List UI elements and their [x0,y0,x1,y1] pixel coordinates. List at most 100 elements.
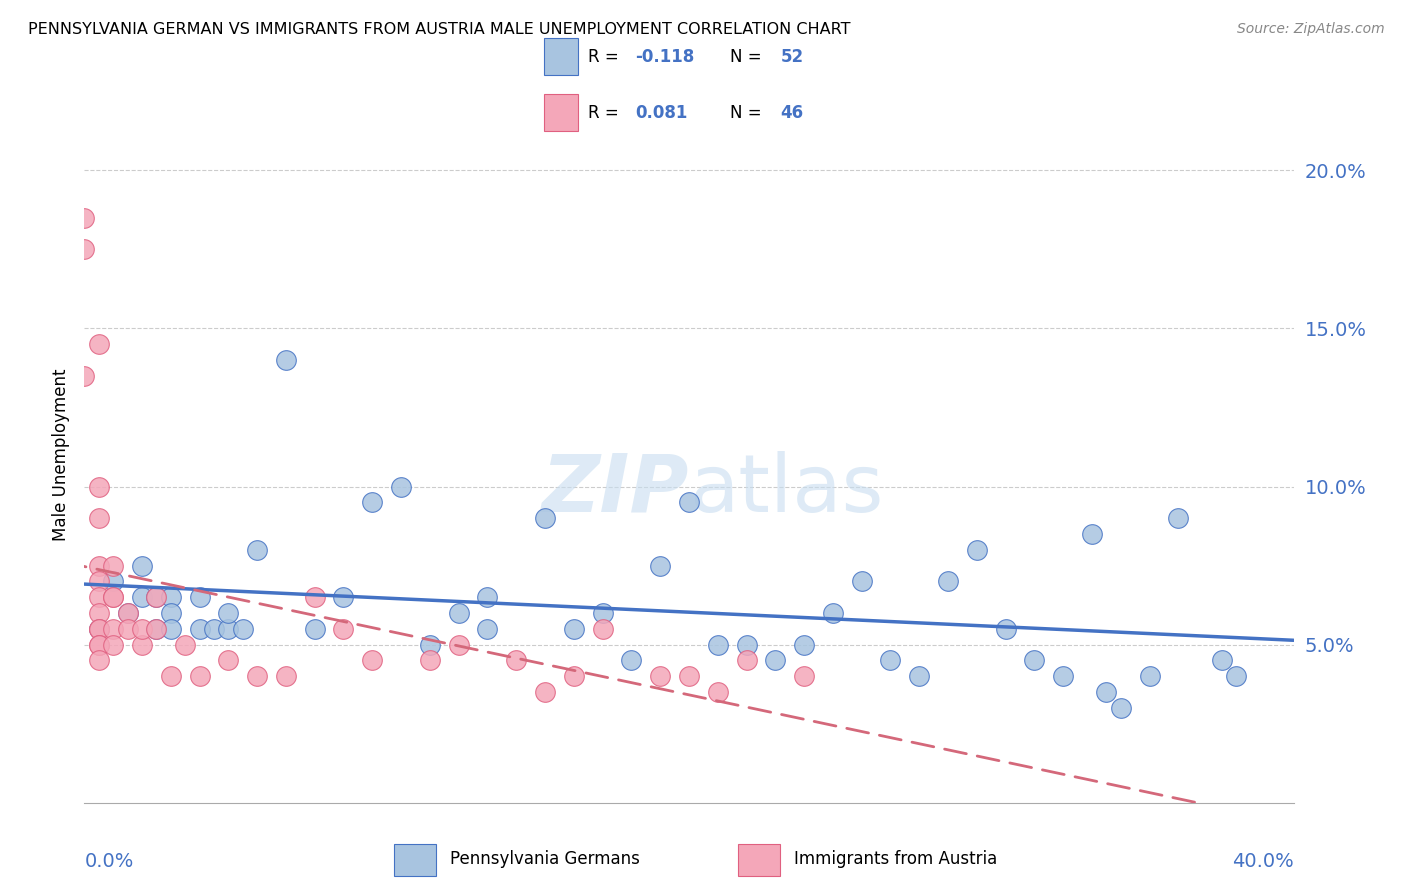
Point [562,669,585,683]
Point [87,638,110,652]
Text: Immigrants from Austria: Immigrants from Austria [794,849,998,868]
Point [650,558,672,573]
Point [217,653,239,667]
Point [131,622,153,636]
Point [87,606,110,620]
Y-axis label: Male Unemployment: Male Unemployment [52,368,70,541]
Text: N =: N = [730,48,766,66]
Point [87,511,110,525]
Point [1052,669,1074,683]
Point [332,622,354,636]
Point [1225,669,1247,683]
Point [159,622,181,636]
Point [159,606,181,620]
Text: N =: N = [730,103,766,121]
Point [73,243,96,257]
Point [145,622,167,636]
Point [994,622,1017,636]
Point [101,622,124,636]
Point [73,211,96,225]
Text: Pennsylvania Germans: Pennsylvania Germans [450,849,640,868]
Point [562,622,585,636]
Text: 0.0%: 0.0% [84,852,134,871]
Point [131,591,153,605]
Text: ZIP: ZIP [541,450,689,529]
Point [87,558,110,573]
Point [821,606,844,620]
Point [1211,653,1233,667]
Point [87,337,110,351]
Point [117,622,139,636]
Point [202,622,225,636]
Point [87,622,110,636]
Point [217,606,239,620]
Point [620,653,643,667]
Point [145,622,167,636]
Point [145,591,167,605]
Point [763,653,786,667]
Point [793,638,815,652]
Point [159,669,181,683]
Point [389,479,412,493]
Point [332,591,354,605]
Point [101,558,124,573]
Point [447,606,470,620]
Point [117,606,139,620]
Point [477,591,499,605]
Point [274,353,297,368]
Point [879,653,901,667]
Point [145,591,167,605]
Text: 40.0%: 40.0% [1232,852,1294,871]
Point [966,542,988,557]
Point [232,622,254,636]
FancyBboxPatch shape [394,844,436,876]
FancyBboxPatch shape [738,844,780,876]
Text: atlas: atlas [689,450,883,529]
Text: R =: R = [588,103,624,121]
Text: R =: R = [588,48,624,66]
Point [274,669,297,683]
Point [678,495,700,509]
Point [1095,685,1118,699]
Point [73,368,96,383]
Point [188,591,211,605]
Point [217,622,239,636]
Point [1167,511,1189,525]
Point [87,479,110,493]
Point [101,574,124,589]
Point [851,574,873,589]
Point [87,653,110,667]
Point [419,638,441,652]
Point [188,622,211,636]
Point [678,669,700,683]
Point [101,638,124,652]
FancyBboxPatch shape [544,94,578,131]
Point [304,591,326,605]
Point [1139,669,1161,683]
Text: Source: ZipAtlas.com: Source: ZipAtlas.com [1237,22,1385,37]
Point [101,591,124,605]
Point [650,669,672,683]
Point [87,622,110,636]
Point [592,622,614,636]
Point [706,638,728,652]
Point [246,542,269,557]
Point [534,685,557,699]
Point [361,653,384,667]
Point [735,638,758,652]
Point [592,606,614,620]
Point [131,558,153,573]
Point [447,638,470,652]
Text: 0.081: 0.081 [636,103,688,121]
Point [159,591,181,605]
Point [735,653,758,667]
Point [131,638,153,652]
FancyBboxPatch shape [544,38,578,76]
Point [936,574,959,589]
Text: PENNSYLVANIA GERMAN VS IMMIGRANTS FROM AUSTRIA MALE UNEMPLOYMENT CORRELATION CHA: PENNSYLVANIA GERMAN VS IMMIGRANTS FROM A… [28,22,851,37]
Point [304,622,326,636]
Point [419,653,441,667]
Point [534,511,557,525]
Point [188,669,211,683]
Point [87,622,110,636]
